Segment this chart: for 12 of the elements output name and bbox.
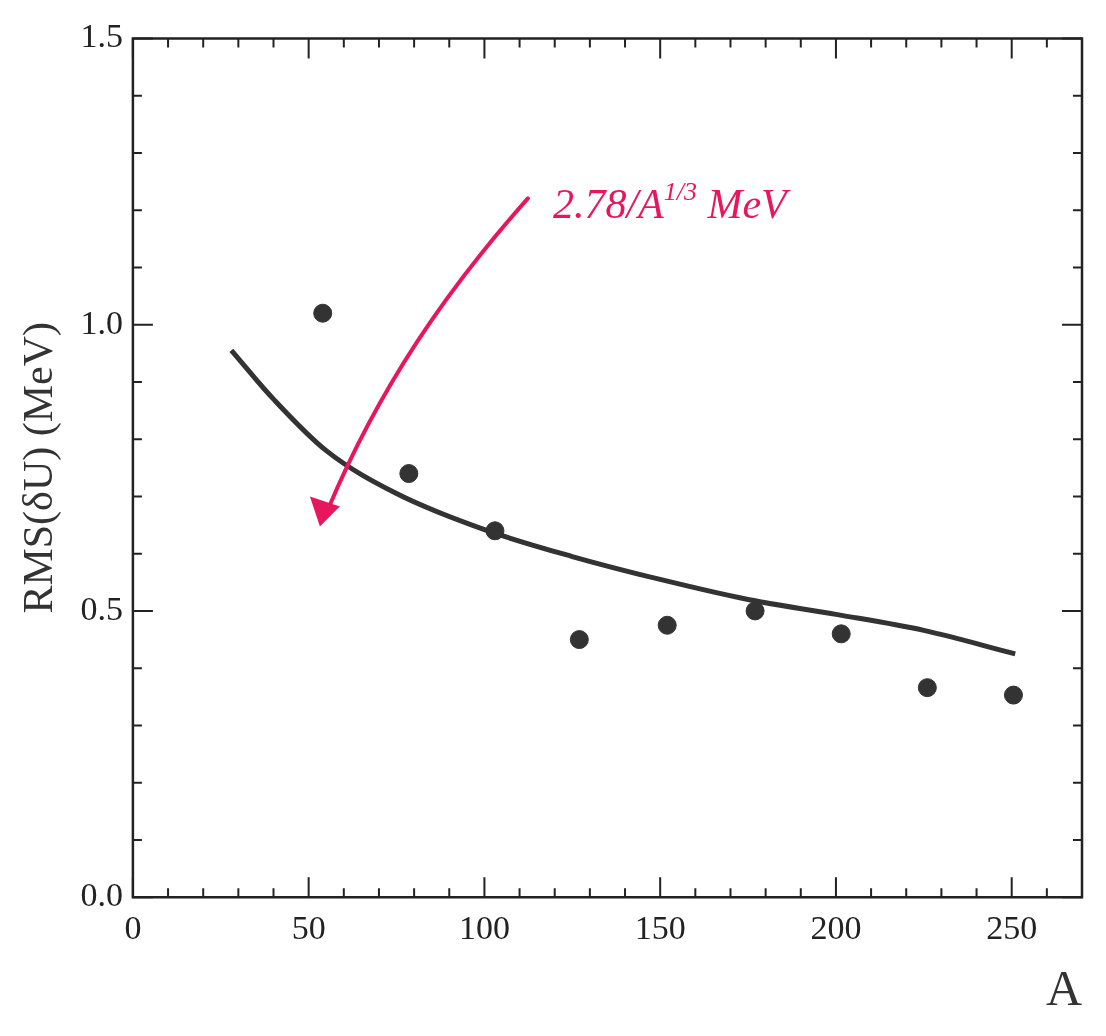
x-tick-label: 250 xyxy=(986,908,1038,946)
y-tick-label: 1.0 xyxy=(80,303,123,341)
y-axis-title: RMS(δU) (MeV) xyxy=(15,322,63,614)
y-tick-label: 0.5 xyxy=(80,589,123,627)
x-axis-title: A xyxy=(1045,960,1082,1017)
x-tick-label: 150 xyxy=(634,908,686,946)
x-tick-label: 100 xyxy=(458,908,510,946)
x-tick-label: 0 xyxy=(124,908,142,946)
x-tick-label: 50 xyxy=(291,908,326,946)
x-tick-label: 200 xyxy=(810,908,862,946)
y-tick-label: 0.0 xyxy=(80,876,123,914)
y-tick-label: 1.5 xyxy=(80,17,123,55)
